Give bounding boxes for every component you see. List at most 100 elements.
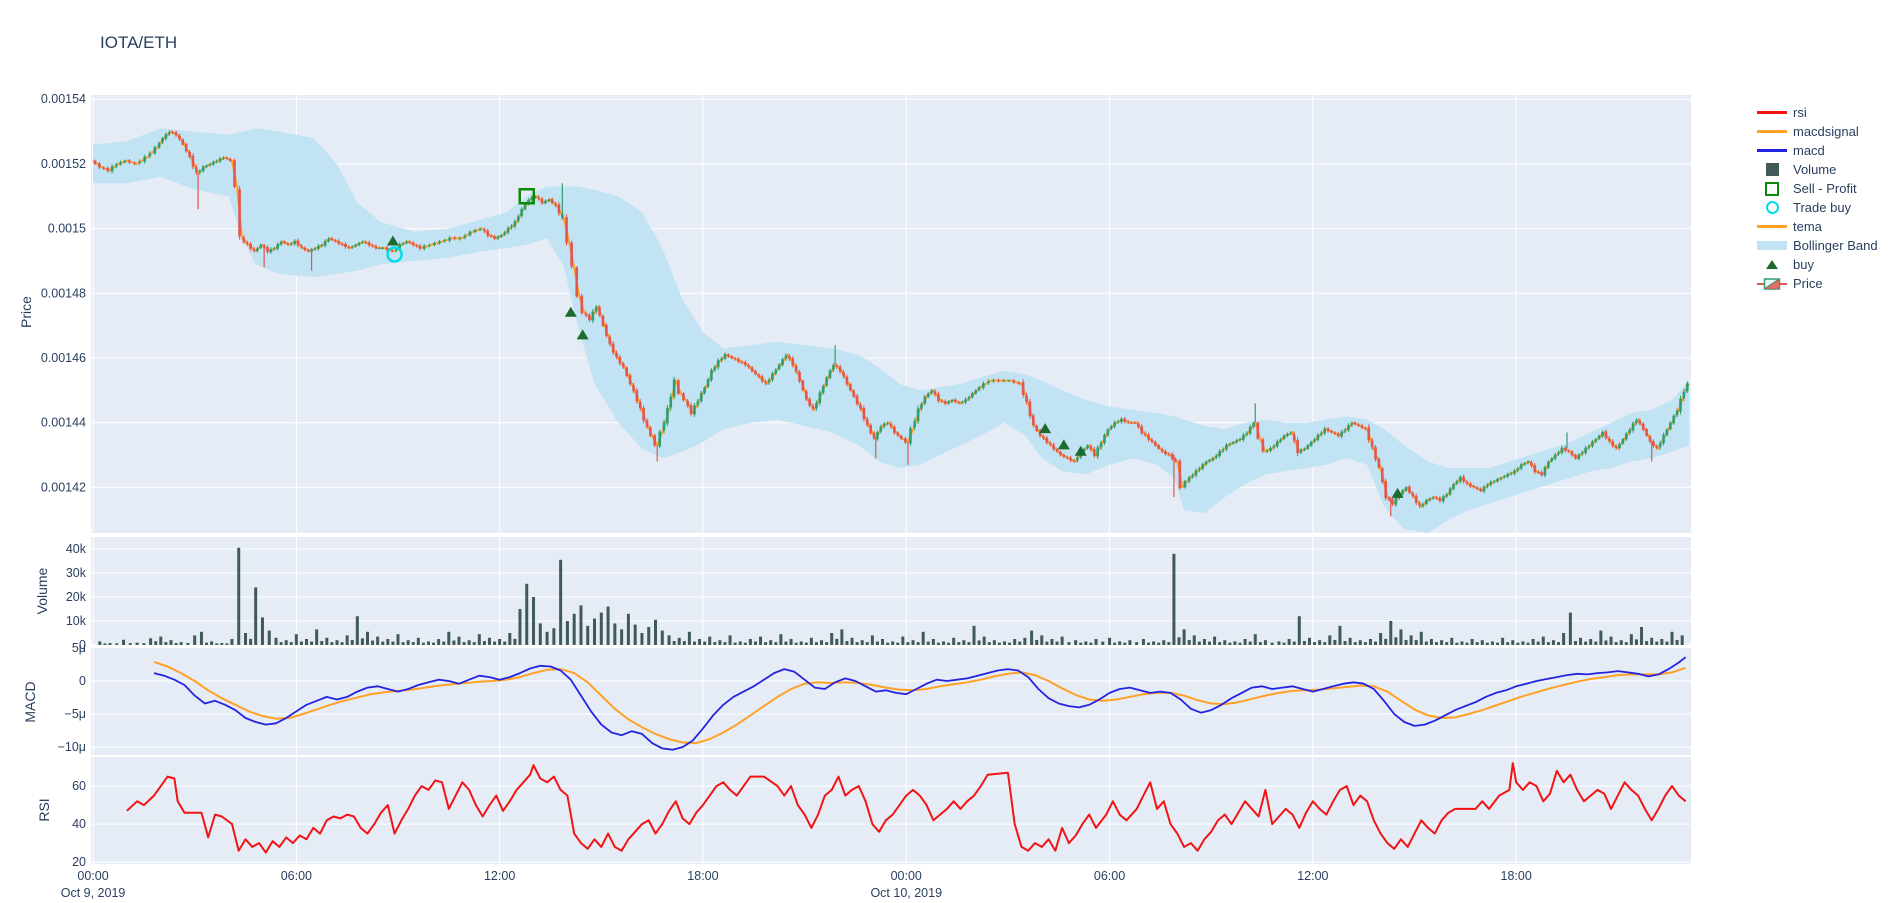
candle-body <box>774 369 778 374</box>
legend-item-macd[interactable]: macd <box>1756 141 1878 160</box>
candle-body <box>138 161 141 163</box>
candle-body <box>889 423 893 427</box>
candle-body <box>1543 467 1547 476</box>
volume-bar <box>708 636 712 645</box>
volume-bar <box>1584 641 1588 645</box>
volume-bar <box>692 641 696 645</box>
rsi-panel-bg[interactable] <box>91 757 1691 864</box>
candle-body <box>106 167 110 171</box>
volume-bar <box>289 642 293 645</box>
volume-bar <box>972 625 976 645</box>
candle-body <box>1394 497 1398 505</box>
sell-profit-square-marker <box>518 188 535 205</box>
candle-body <box>804 391 808 400</box>
volume-bar <box>1277 641 1281 645</box>
macd-y-tick-label: 0 <box>79 674 86 688</box>
candle-body <box>696 401 700 406</box>
candle-body <box>506 227 510 233</box>
candle-body <box>987 381 990 383</box>
candle-body <box>1191 475 1194 477</box>
rsi-y-tick-label: 20 <box>72 855 86 869</box>
candle-body <box>218 158 222 162</box>
volume-bar <box>672 641 676 645</box>
volume-bar <box>159 636 163 645</box>
candle-body <box>1198 468 1201 471</box>
volume-bar <box>325 637 329 645</box>
legend-item-buy[interactable]: buy <box>1756 255 1878 274</box>
volume-bar <box>931 639 935 645</box>
volume-bar <box>947 642 951 645</box>
volume-panel[interactable] <box>91 537 1691 646</box>
legend-item-macdsignal[interactable]: macdsignal <box>1756 122 1878 141</box>
volume-y-tick-label: 0 <box>79 638 86 652</box>
volume-bar <box>1040 635 1044 645</box>
candle-body <box>242 237 246 243</box>
volume-bar <box>477 634 481 645</box>
candle-body <box>645 420 649 427</box>
candle-body <box>313 248 317 250</box>
candle-body <box>845 376 849 385</box>
candle-body <box>289 243 293 245</box>
candle-body <box>1452 484 1455 489</box>
candle-body <box>547 199 551 202</box>
candle-body <box>1028 401 1032 416</box>
legend-item-trade-buy[interactable]: Trade buy <box>1756 198 1878 217</box>
volume-y-tick-label: 30k <box>66 566 87 580</box>
candle-body <box>119 161 122 165</box>
candle-body <box>523 204 527 210</box>
candle-body <box>1469 483 1472 487</box>
candle-body <box>1261 439 1265 452</box>
volume-panel-bg[interactable] <box>91 537 1691 645</box>
volume-bar <box>799 641 803 645</box>
candle-body <box>1669 422 1672 430</box>
candle-body <box>618 356 622 364</box>
candle-body <box>811 406 815 409</box>
volume-bar <box>1323 642 1327 645</box>
volume-bar <box>835 638 839 645</box>
volume-bar <box>840 629 844 645</box>
legend-item-sell-profit[interactable]: Sell - Profit <box>1756 179 1878 198</box>
candle-body <box>1167 454 1171 456</box>
candle-body <box>1645 429 1648 436</box>
buy-triangle-marker <box>564 306 577 317</box>
candle-body <box>1320 433 1323 435</box>
volume-bar <box>1253 634 1257 645</box>
legend-item-price[interactable]: Price <box>1756 274 1878 293</box>
volume-bar <box>115 643 119 645</box>
candle-body <box>478 228 482 230</box>
volume-bar <box>733 642 737 645</box>
volume-bar <box>1067 642 1071 645</box>
volume-bar <box>1414 639 1418 645</box>
legend-item-tema[interactable]: tema <box>1756 217 1878 236</box>
volume-bar <box>1404 639 1408 645</box>
legend-item-rsi[interactable]: rsi <box>1756 103 1878 122</box>
candle-body <box>1425 500 1428 504</box>
candle-body <box>869 425 872 434</box>
rsi-panel[interactable] <box>91 757 1691 864</box>
candle-body <box>1194 470 1198 476</box>
volume-bar <box>845 641 849 645</box>
volume-bar <box>320 641 324 645</box>
candle-body <box>453 237 457 239</box>
candle-body <box>1269 447 1272 451</box>
candle-body <box>1272 446 1276 448</box>
candle-body <box>422 245 426 249</box>
macd-panel-bg[interactable] <box>91 648 1691 755</box>
candle-body <box>1316 434 1320 440</box>
candle-body <box>1462 476 1465 482</box>
volume-bar <box>804 642 808 645</box>
legend-label: macdsignal <box>1793 124 1859 139</box>
volume-bar <box>1353 642 1357 645</box>
volume-bar <box>1108 637 1112 645</box>
macd-line <box>153 656 1687 751</box>
legend-item-volume[interactable]: Volume <box>1756 160 1878 179</box>
macd-panel[interactable] <box>91 648 1691 755</box>
candle-body <box>653 435 656 446</box>
volume-bar <box>199 631 203 645</box>
legend-item-bollinger-band[interactable]: Bollinger Band <box>1756 236 1878 255</box>
candle-body <box>672 379 676 397</box>
candle-body <box>658 431 662 447</box>
candle-body <box>1069 457 1072 461</box>
candle-body <box>418 245 422 249</box>
